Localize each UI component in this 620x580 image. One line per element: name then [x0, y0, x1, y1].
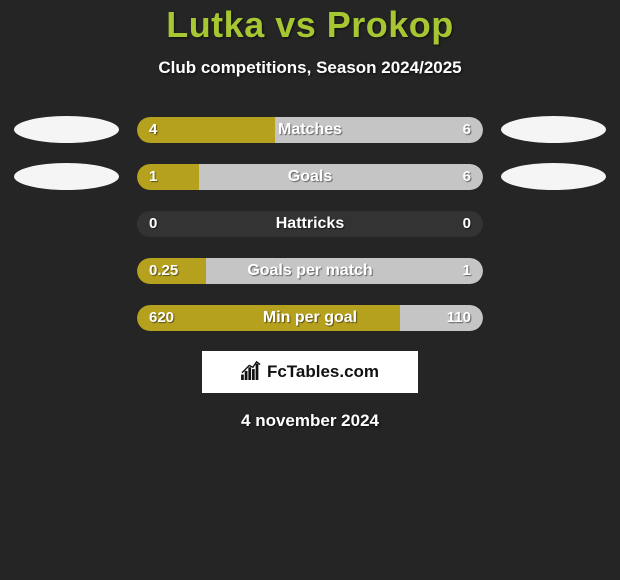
- stat-row: 46Matches: [0, 116, 620, 143]
- player-right-ellipse: [501, 116, 606, 143]
- stat-label: Goals per match: [137, 258, 483, 284]
- date-text: 4 november 2024: [0, 411, 620, 431]
- stat-label: Min per goal: [137, 305, 483, 331]
- stat-bar: 16Goals: [137, 164, 483, 190]
- stat-row: 16Goals: [0, 163, 620, 190]
- subtitle: Club competitions, Season 2024/2025: [0, 58, 620, 78]
- stat-label: Hattricks: [137, 211, 483, 237]
- stat-bar: 620110Min per goal: [137, 305, 483, 331]
- bars-host: 46Matches 16Goals 00Hattricks 0.251Goals pe…: [0, 116, 620, 331]
- logo-icon: [241, 360, 263, 385]
- stat-label: Goals: [137, 164, 483, 190]
- stat-row: 620110Min per goal: [0, 304, 620, 331]
- stat-label: Matches: [137, 117, 483, 143]
- player-right-ellipse: [501, 163, 606, 190]
- comparison-widget: Lutka vs Prokop Club competitions, Seaso…: [0, 0, 620, 431]
- player-left-ellipse: [14, 163, 119, 190]
- stat-row: 00Hattricks: [0, 210, 620, 237]
- stat-bar: 0.251Goals per match: [137, 258, 483, 284]
- logo-text: FcTables.com: [267, 362, 379, 382]
- stat-bar: 00Hattricks: [137, 211, 483, 237]
- stat-bar: 46Matches: [137, 117, 483, 143]
- page-title: Lutka vs Prokop: [0, 4, 620, 46]
- player-left-ellipse: [14, 116, 119, 143]
- stat-row: 0.251Goals per match: [0, 257, 620, 284]
- logo-box[interactable]: FcTables.com: [202, 351, 418, 393]
